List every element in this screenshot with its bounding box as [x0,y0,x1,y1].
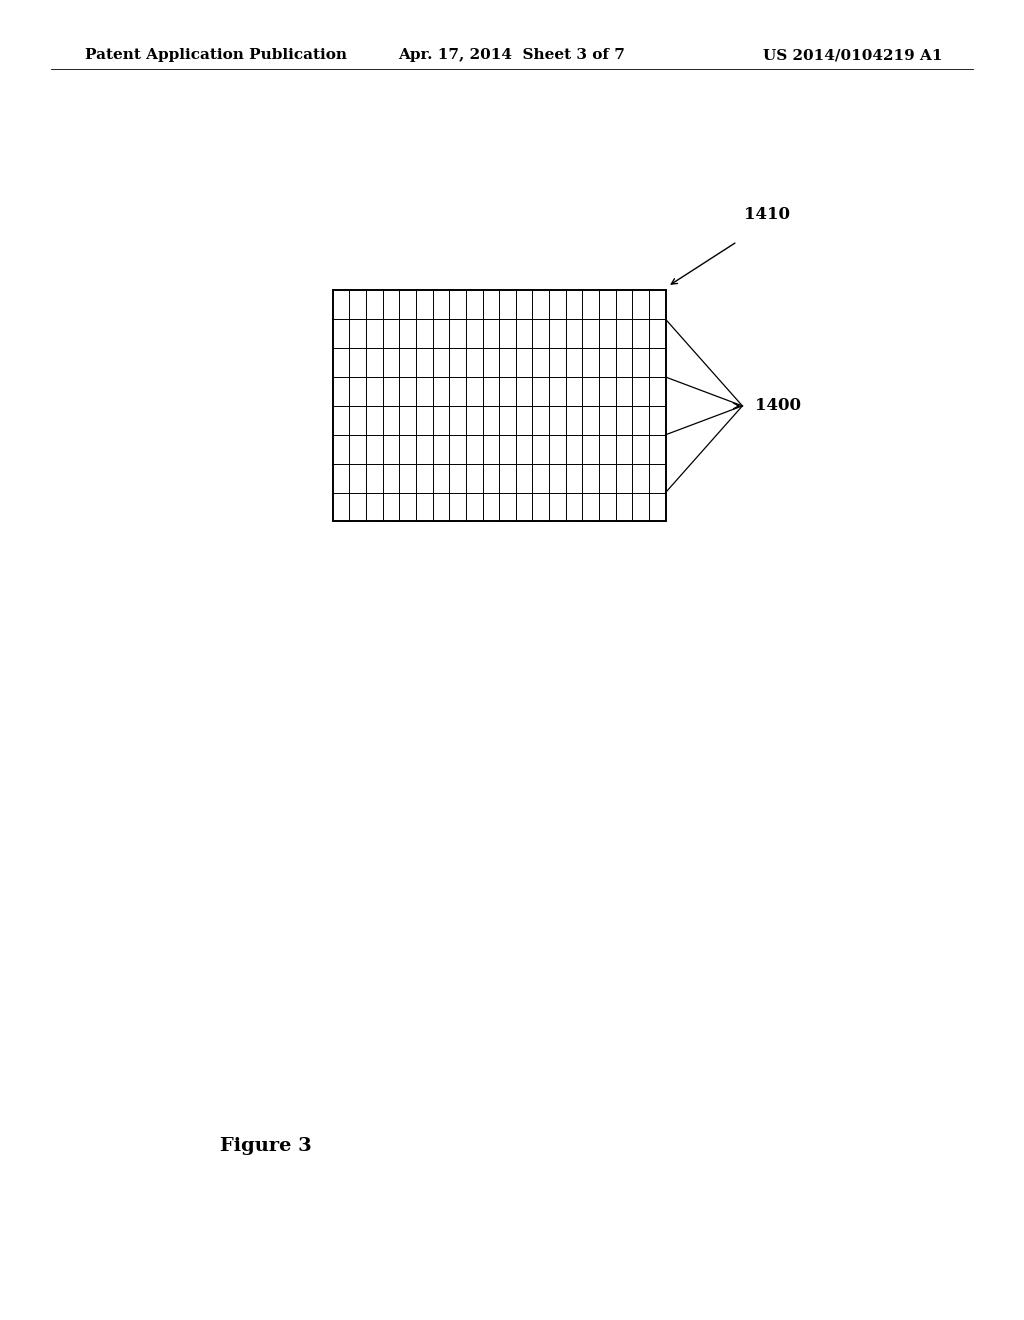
Text: US 2014/0104219 A1: US 2014/0104219 A1 [763,49,942,62]
Text: 1400: 1400 [755,397,801,414]
Text: 1410: 1410 [744,206,791,223]
Bar [333,290,666,521]
Text: Patent Application Publication: Patent Application Publication [85,49,347,62]
Text: Figure 3: Figure 3 [220,1137,312,1155]
Text: Apr. 17, 2014  Sheet 3 of 7: Apr. 17, 2014 Sheet 3 of 7 [398,49,626,62]
